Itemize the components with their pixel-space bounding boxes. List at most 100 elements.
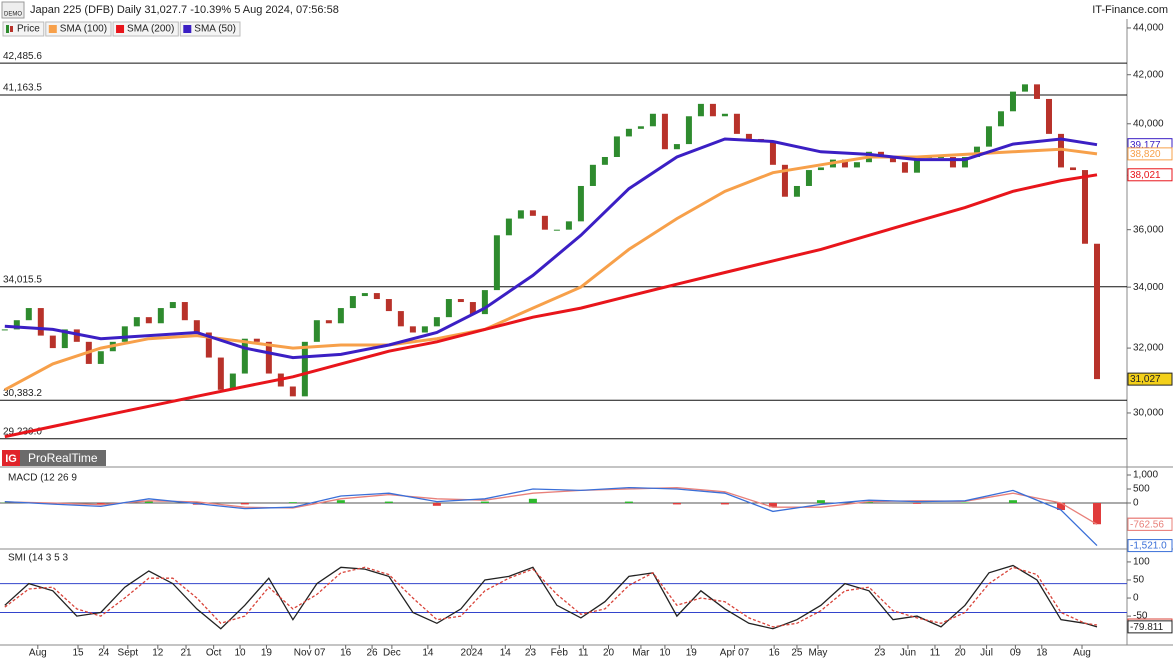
histogram-bar (384, 501, 393, 503)
candle (229, 373, 236, 390)
candle (733, 113, 740, 134)
x-tick-label: May (808, 648, 827, 659)
last-value-marker (1127, 147, 1173, 161)
watermark-box (20, 450, 106, 466)
candle (553, 229, 560, 231)
y-tick-label: 40,000 (1133, 118, 1164, 129)
histogram-bar (1008, 500, 1017, 503)
candle (1021, 84, 1028, 92)
x-tick-label: Sept (118, 648, 139, 659)
line-series (4, 486, 1098, 547)
candle (685, 116, 692, 145)
x-tick-label: 26 (367, 648, 379, 659)
level-label-box (1, 50, 41, 62)
level-label-box (1, 81, 41, 93)
candle (73, 329, 80, 342)
candle (889, 156, 896, 163)
y-tick-label: 50 (1133, 575, 1145, 586)
last-value-label: 38,820 (1130, 149, 1161, 160)
candle (217, 357, 224, 390)
candle (673, 144, 680, 150)
x-tick-label: 09 (1010, 648, 1022, 659)
x-tick-label: Jun (900, 648, 916, 659)
y-tick-label: 500 (1133, 484, 1150, 495)
candle (469, 302, 476, 315)
candle (49, 335, 56, 349)
candle (181, 302, 188, 321)
level-label: 42,485.6 (3, 51, 42, 62)
x-tick-label: 18 (1036, 648, 1048, 659)
candle (205, 332, 212, 358)
legend-swatch (183, 25, 192, 33)
candle (169, 302, 176, 309)
logo-box (2, 450, 20, 466)
x-tick-label: Dec (383, 648, 401, 659)
candle (385, 299, 392, 312)
candle (397, 311, 404, 327)
logo: IG (5, 453, 17, 465)
last-value-label: 39,177 (1130, 140, 1161, 151)
line-series (4, 137, 1098, 360)
candle (145, 317, 152, 324)
candle (1069, 167, 1076, 171)
candle (289, 386, 296, 397)
histogram-bar (624, 501, 633, 503)
legend-label: Price (17, 24, 40, 35)
candle (577, 185, 584, 222)
x-tick-label: Feb (551, 648, 569, 659)
histogram-bar (144, 501, 153, 503)
line-series (4, 173, 1098, 439)
candle (373, 293, 380, 300)
candle (13, 320, 20, 330)
candle (649, 113, 656, 127)
candle (445, 299, 452, 318)
candle (805, 170, 812, 186)
x-tick-label: Mar (632, 648, 650, 659)
last-value-label: -762.56 (1130, 519, 1164, 530)
legend-box (2, 21, 45, 37)
x-tick-label: 10 (659, 648, 671, 659)
y-tick-label: 44,000 (1133, 23, 1164, 34)
legend-box (179, 21, 241, 37)
histogram-bar (1092, 502, 1101, 525)
candle (793, 185, 800, 197)
x-tick-label: 25 (791, 648, 803, 659)
candle (637, 126, 644, 129)
x-tick-label: Jul (980, 648, 993, 659)
last-value-marker (1127, 372, 1173, 386)
last-value-marker (1127, 620, 1173, 634)
x-tick-label: 15 (72, 648, 84, 659)
level-label-box (1, 387, 41, 399)
legend-swatch (116, 25, 125, 33)
candle (253, 338, 260, 342)
candle (25, 308, 32, 321)
candle (433, 317, 440, 327)
candle (997, 111, 1004, 127)
histogram-bar (816, 500, 825, 503)
x-tick-label: 11 (930, 648, 941, 659)
candle (493, 235, 500, 291)
histogram-bar (240, 502, 249, 505)
candle (1045, 98, 1052, 134)
x-tick-label: 2024 (461, 648, 484, 659)
candle (841, 159, 848, 168)
candle (901, 162, 908, 173)
panel-label: SMI (14 3 5 3 (8, 553, 68, 564)
histogram-bar (432, 502, 441, 506)
histogram-bar (528, 498, 537, 503)
chart-title: Japan 225 (DFB) Daily 31,027.7 -10.39% 5… (30, 4, 339, 16)
candle (745, 133, 752, 139)
source: IT-Finance.com (1092, 4, 1168, 16)
legend-label: SMA (50) (194, 24, 236, 35)
histogram-bar (672, 502, 681, 505)
candle (1081, 170, 1088, 244)
x-tick-label: 23 (525, 648, 537, 659)
x-tick-label: 12 (152, 648, 164, 659)
candle (613, 136, 620, 157)
candle (1, 329, 8, 331)
candle (913, 156, 920, 173)
histogram-bar (912, 502, 921, 504)
candle (337, 308, 344, 324)
candle (781, 164, 788, 197)
